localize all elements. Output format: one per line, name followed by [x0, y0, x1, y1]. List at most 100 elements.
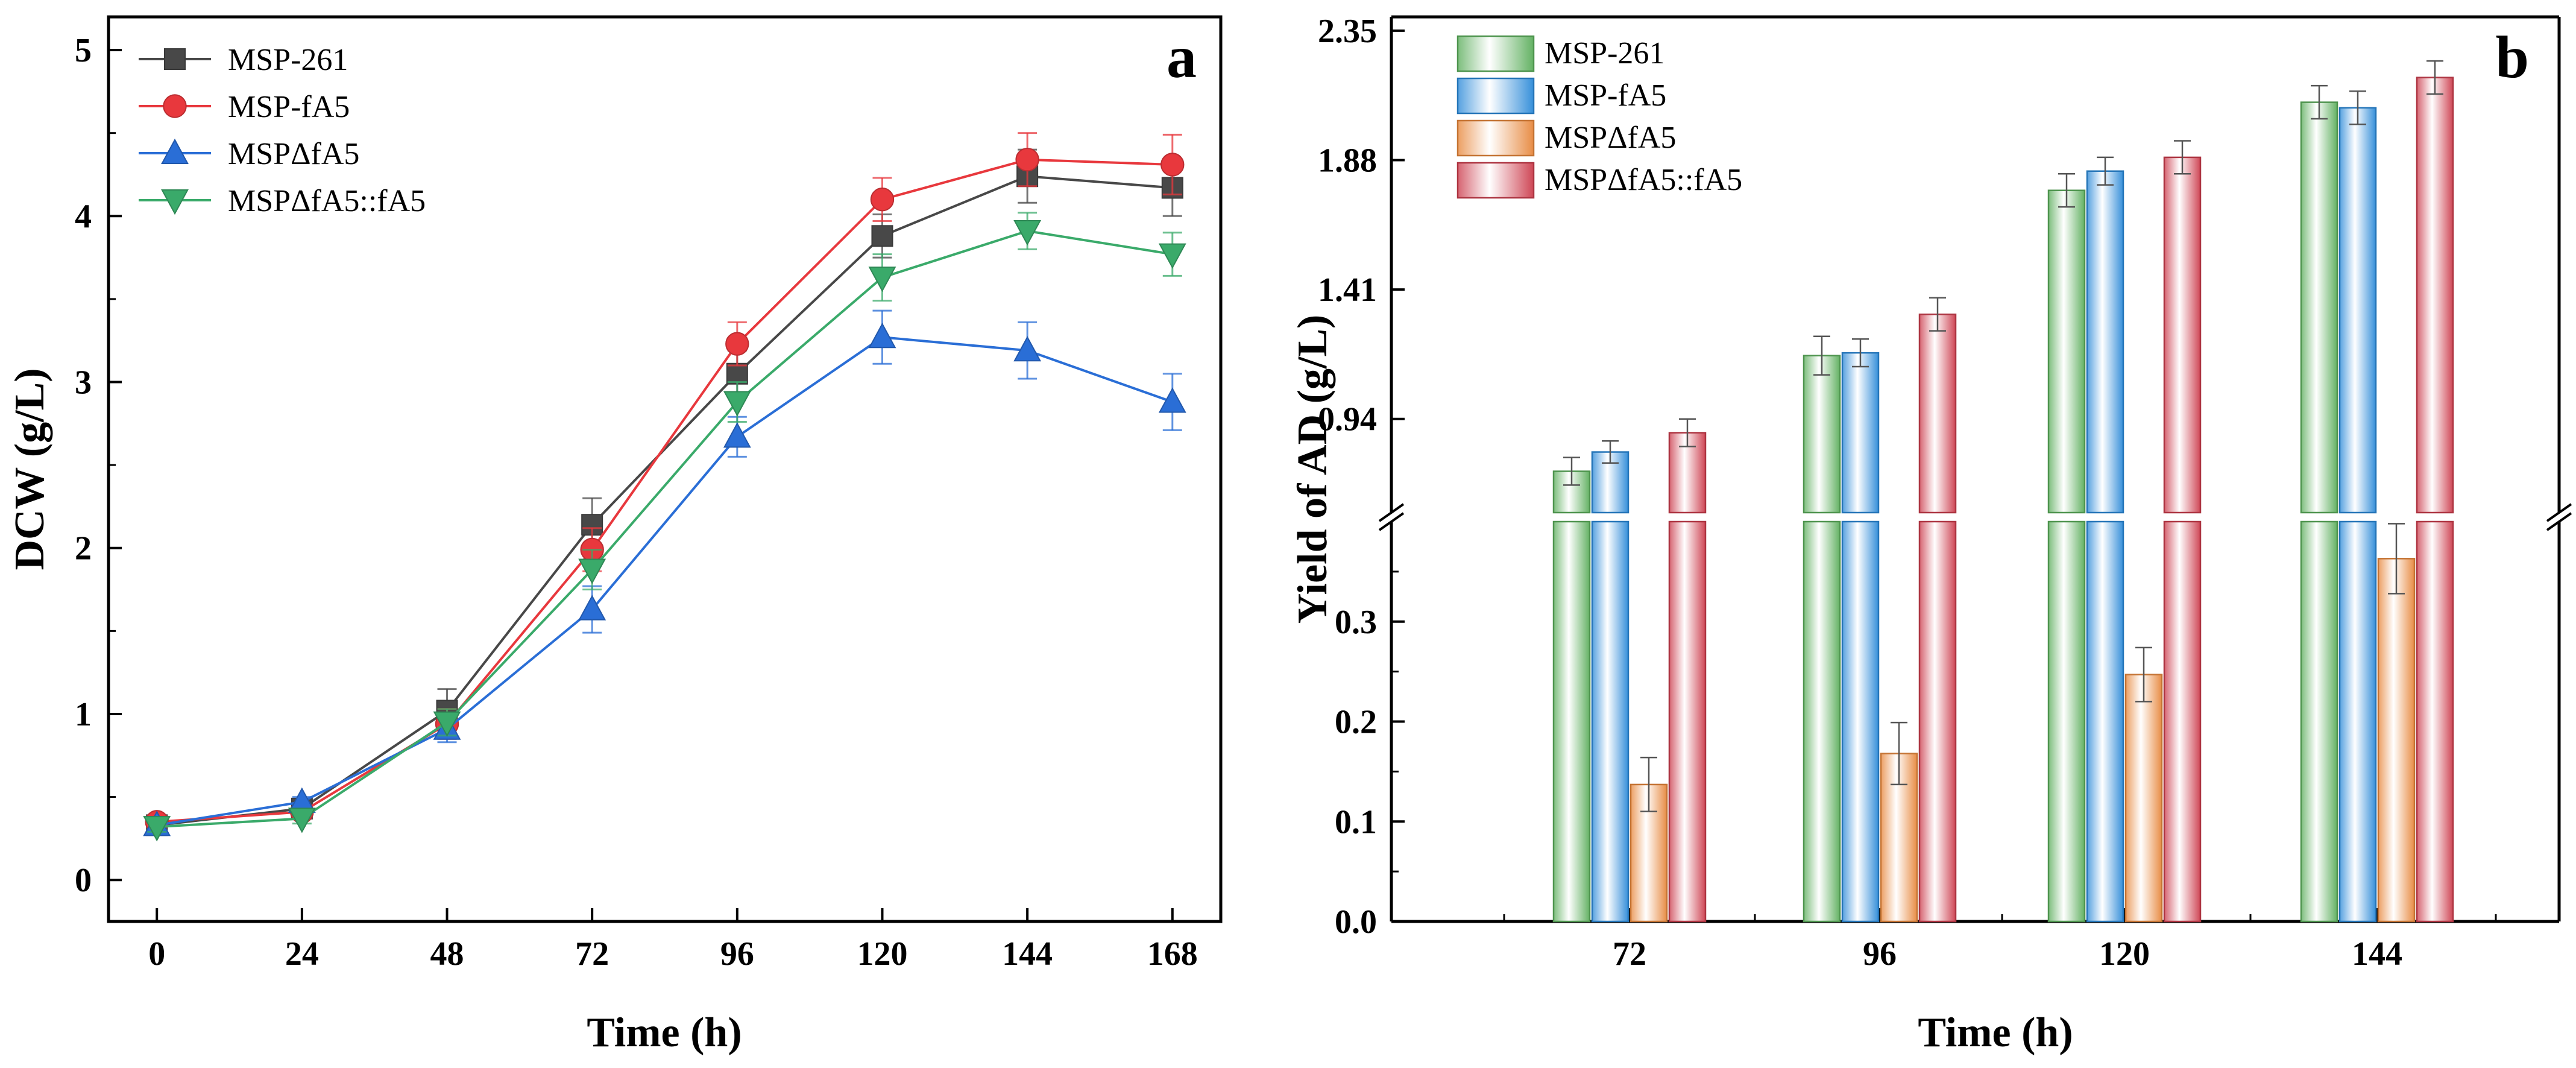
line-mspdeltafa5-fa5 [157, 229, 1173, 829]
point-mspdeltafa5-fa5 [868, 267, 896, 292]
chart-b-y-axis-label: Yield of AD (g/L) [1290, 315, 1336, 624]
bar-msp-261 [2300, 101, 2338, 514]
bar-msp-261 [2047, 520, 2086, 923]
bar-msp-261 [1803, 520, 1841, 923]
legend-item-mspdeltafa5: MSPΔfA5 [1456, 119, 1676, 157]
chart-a-y-tick-label: 4 [75, 198, 92, 235]
legend-swatch-msp-261 [1456, 35, 1535, 72]
chart-a-x-axis-label: Time (h) [587, 1010, 742, 1056]
legend-swatch-mspdeltafa5-fa5 [1456, 162, 1535, 199]
chart-a-y-tick-label: 3 [75, 364, 92, 402]
chart-a-x-tick-label: 48 [430, 935, 464, 973]
bar-mspdeltafa5 [2377, 558, 2416, 923]
legend-item-mspdeltafa5-fa5: MSPΔfA5::fA5 [1456, 162, 1742, 199]
legend-label-mspdeltafa5-fa5: MSPΔfA5::fA5 [228, 184, 426, 218]
legend-label-msp-fa5: MSP-fA5 [1545, 78, 1666, 113]
axis-break-mark [1378, 512, 1405, 531]
bar-mspdeltafa5-fa5 [1918, 313, 1957, 514]
chart-a-y-tick-label: 5 [75, 32, 92, 69]
point-mspdeltafa5-fa5 [578, 558, 606, 584]
point-msp-fa5 [1160, 153, 1185, 177]
chart-b-y-tick-label: 1.88 [1318, 142, 1377, 179]
chart-a-y-tick-label: 2 [75, 530, 92, 567]
bar-msp-261 [2300, 520, 2338, 923]
point-msp-fa5 [1015, 147, 1039, 172]
point-msp-fa5 [725, 332, 749, 356]
chart-b-panel-label: b [2495, 24, 2529, 90]
chart-b: 72 96 120 144 0.00.10.20.30.941.411.882.35 … [1290, 13, 2572, 1056]
legend-item-mspdeltafa5-fa5: MSPΔfA5::fA5 [139, 184, 426, 218]
bar-mspdeltafa5-fa5 [2163, 520, 2202, 923]
point-msp-261 [871, 225, 893, 247]
chart-b-y-tick-label: 0.94 [1318, 401, 1377, 438]
bar-msp-fa5 [1841, 520, 1880, 923]
point-mspdeltafa5-fa5 [723, 391, 751, 417]
chart-b-y-tick-label: 0.2 [1335, 704, 1377, 741]
axis-break-mark [1378, 503, 1405, 522]
bar-msp-fa5 [1841, 352, 1880, 514]
bar-msp-fa5 [2338, 520, 2377, 923]
legend-marker-mspdeltafa5-fa5 [161, 189, 189, 215]
bar-msp-261 [1803, 355, 1841, 514]
legend-label-msp-fa5: MSP-fA5 [228, 90, 350, 124]
point-mspdeltafa5-fa5 [288, 807, 316, 833]
point-mspdeltafa5-fa5 [1013, 220, 1042, 246]
chart-a-x-tick-label: 0 [148, 935, 165, 973]
point-mspdeltafa5 [578, 595, 606, 621]
legend-item-msp-fa5: MSP-fA5 [1456, 77, 1666, 115]
bar-mspdeltafa5-fa5 [1918, 520, 1957, 923]
point-mspdeltafa5-fa5 [1158, 243, 1186, 269]
axis-break-mark [2546, 503, 2572, 522]
bar-mspdeltafa5 [2124, 674, 2163, 923]
chart-a-x-tick-label: 168 [1147, 935, 1198, 973]
legend-swatch-mspdeltafa5 [1456, 119, 1535, 157]
chart-a-frame [107, 15, 1223, 923]
legend-marker-msp-261 [164, 48, 186, 70]
point-mspdeltafa5-fa5 [143, 816, 171, 842]
bar-msp-261 [2047, 189, 2086, 514]
legend-item-msp-fa5: MSP-fA5 [139, 90, 350, 124]
line-msp-fa5 [157, 158, 1173, 823]
bar-mspdeltafa5-fa5 [2416, 520, 2454, 923]
legend-swatch-msp-fa5 [1456, 77, 1535, 115]
legend-label-msp-261: MSP-261 [228, 43, 348, 77]
bar-mspdeltafa5-fa5 [2416, 77, 2454, 514]
point-mspdeltafa5 [1013, 336, 1042, 362]
series-msp-261 [146, 148, 1183, 836]
chart-b-y-tick-label: 0.0 [1335, 903, 1377, 941]
line-mspdeltafa5 [156, 336, 1173, 827]
chart-b-y-tick-label: 1.41 [1318, 271, 1377, 309]
chart-b-y-tick-label: 0.1 [1335, 803, 1377, 841]
chart-a-x-tick-label: 24 [285, 935, 319, 973]
point-msp-fa5 [870, 188, 895, 212]
point-mspdeltafa5 [723, 422, 751, 448]
chart-b-x-tick-label: 72 [1613, 935, 1646, 973]
legend-marker-msp-fa5 [163, 94, 187, 118]
bar-msp-fa5 [2338, 107, 2377, 514]
point-mspdeltafa5 [1158, 387, 1186, 413]
bar-msp-fa5 [1591, 520, 1630, 923]
chart-a-y-tick-label: 0 [75, 862, 92, 899]
chart-a-x-tick-label: 120 [857, 935, 907, 973]
chart-b-x-tick-label: 120 [2099, 935, 2150, 973]
legend-item-msp-261: MSP-261 [1456, 35, 1664, 72]
bar-mspdeltafa5-fa5 [1668, 520, 1707, 923]
chart-a-x-tick-label: 96 [720, 935, 754, 973]
chart-a-x-tick-label: 72 [575, 935, 609, 973]
bar-msp-fa5 [2086, 520, 2124, 923]
point-mspdeltafa5 [868, 322, 896, 349]
point-mspdeltafa5-fa5 [433, 711, 461, 737]
chart-b-x-tick-label: 144 [2352, 935, 2402, 973]
chart-b-y-tick-label: 0.3 [1335, 604, 1377, 641]
chart-a-x-tick-label: 144 [1002, 935, 1053, 973]
legend-label-msp-261: MSP-261 [1545, 36, 1664, 71]
series-mspdeltafa5 [143, 309, 1186, 836]
series-mspdeltafa5-fa5 [143, 212, 1186, 842]
chart-b-x-tick-label: 96 [1863, 935, 1897, 973]
bar-msp-261 [1552, 520, 1591, 923]
legend-marker-mspdeltafa5 [161, 138, 189, 164]
chart-a-y-axis-label: DCW (g/L) [7, 368, 53, 570]
chart-a-panel-label: a [1167, 24, 1197, 90]
chart-a-y-tick-label: 1 [75, 696, 92, 733]
